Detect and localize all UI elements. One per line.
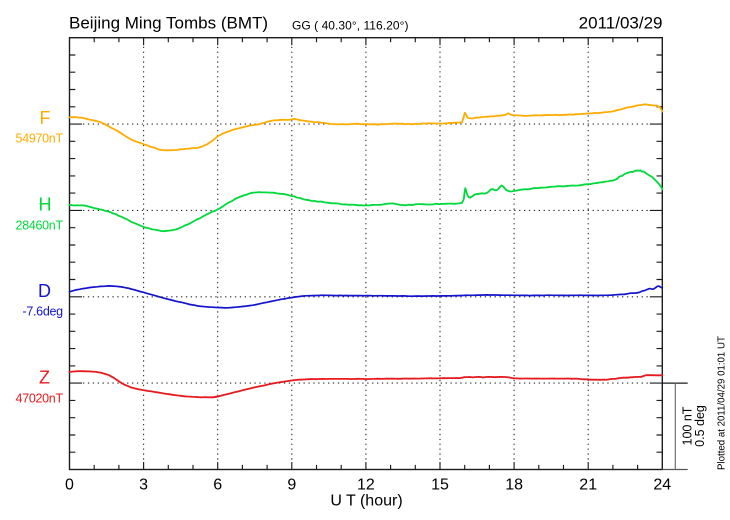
svg-text:0: 0 <box>65 477 74 494</box>
svg-text:F: F <box>40 108 51 128</box>
svg-text:0.5 deg: 0.5 deg <box>693 405 707 447</box>
svg-text:6: 6 <box>213 477 222 494</box>
svg-text:18: 18 <box>505 477 523 494</box>
svg-text:47020nT: 47020nT <box>16 391 64 405</box>
svg-text:100 nT: 100 nT <box>681 406 695 445</box>
svg-text:Z: Z <box>39 368 50 388</box>
svg-text:54970nT: 54970nT <box>16 131 64 145</box>
svg-text:H: H <box>39 195 52 215</box>
svg-text:D: D <box>38 281 51 301</box>
svg-text:21: 21 <box>579 477 597 494</box>
svg-text:9: 9 <box>287 477 296 494</box>
svg-text:28460nT: 28460nT <box>16 218 64 232</box>
svg-text:3: 3 <box>139 477 148 494</box>
svg-text:2011/03/29: 2011/03/29 <box>579 14 663 33</box>
svg-text:-7.6deg: -7.6deg <box>23 305 64 319</box>
svg-text:Beijing Ming Tombs (BMT): Beijing Ming Tombs (BMT) <box>69 14 268 33</box>
svg-text:Plotted at 2011/04/29 01:01 UT: Plotted at 2011/04/29 01:01 UT <box>717 336 728 470</box>
svg-text:GG ( 40.30°, 116.20°): GG ( 40.30°, 116.20°) <box>292 19 409 33</box>
svg-text:12: 12 <box>357 477 375 494</box>
svg-text:24: 24 <box>653 477 671 494</box>
svg-text:15: 15 <box>431 477 449 494</box>
svg-text:U T (hour): U T (hour) <box>330 493 402 510</box>
